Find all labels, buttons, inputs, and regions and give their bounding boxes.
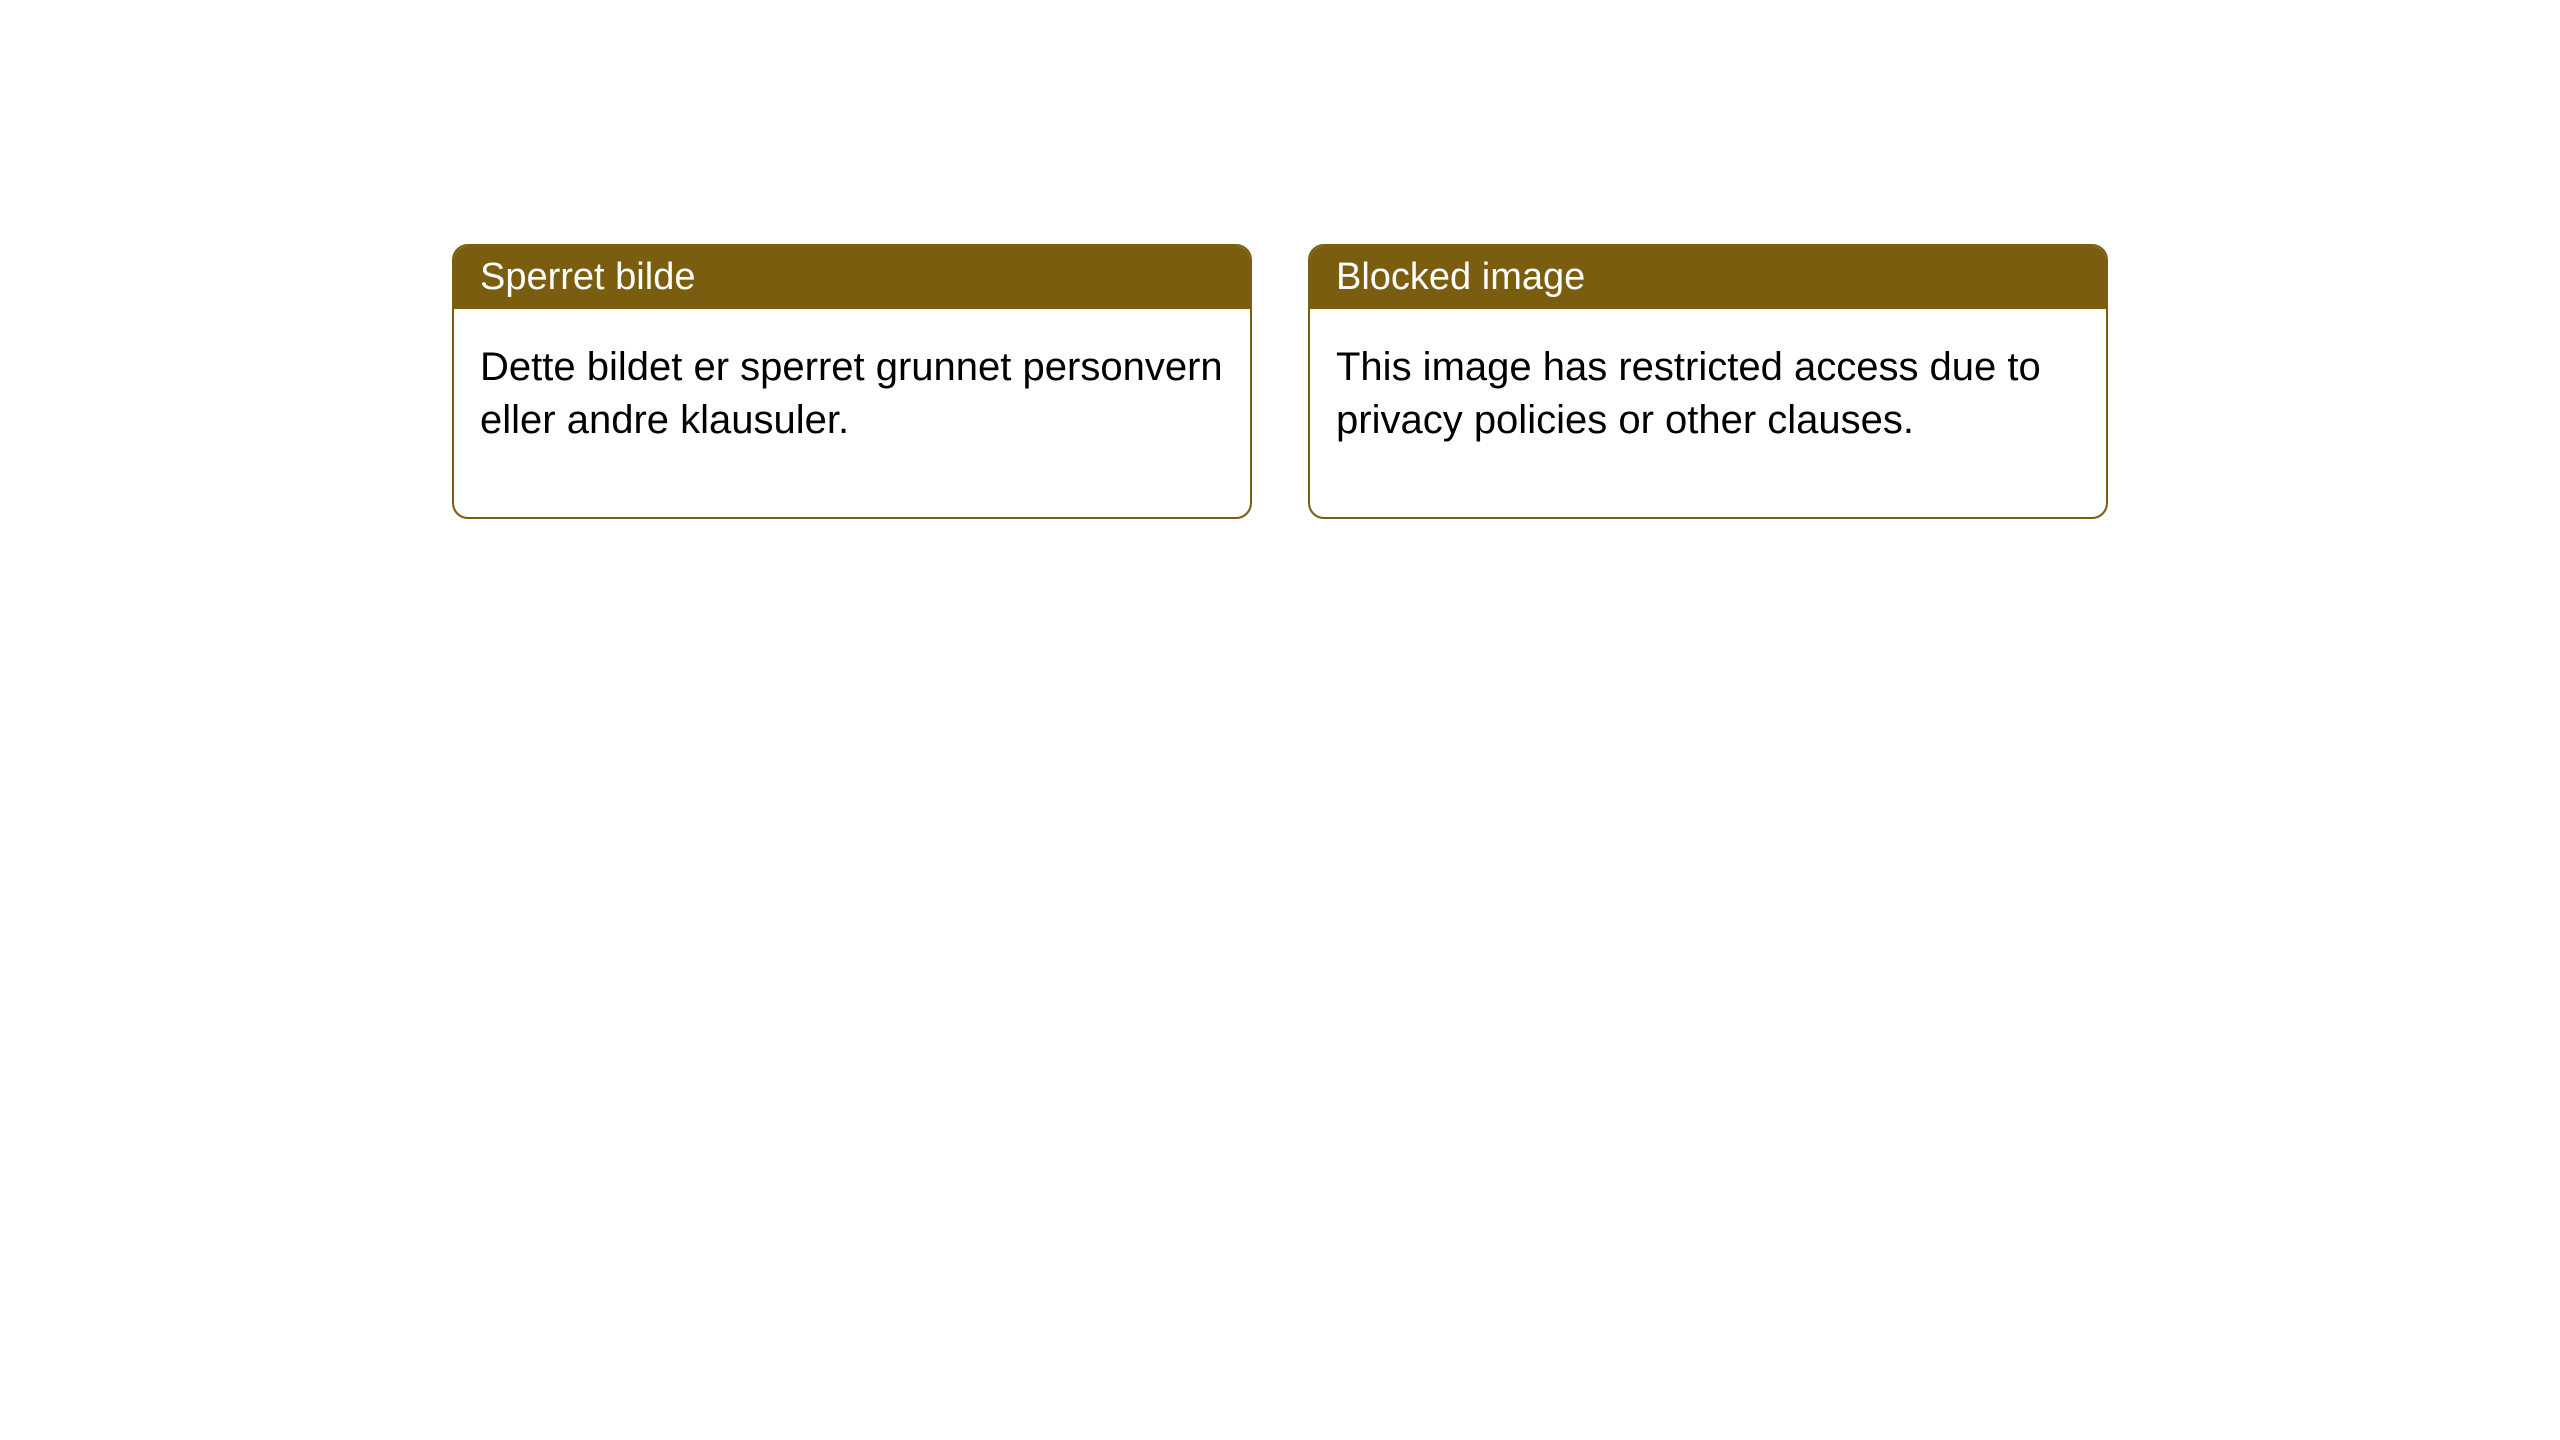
card-container: Sperret bilde Dette bildet er sperret gr… [452, 244, 2108, 519]
card-header-no: Sperret bilde [454, 246, 1250, 309]
card-header-en: Blocked image [1310, 246, 2106, 309]
card-title-no: Sperret bilde [480, 256, 695, 298]
card-body-en: This image has restricted access due to … [1310, 309, 2106, 517]
blocked-image-card-no: Sperret bilde Dette bildet er sperret gr… [452, 244, 1252, 519]
card-title-en: Blocked image [1336, 256, 1585, 298]
card-body-text-no: Dette bildet er sperret grunnet personve… [480, 345, 1223, 442]
card-body-text-en: This image has restricted access due to … [1336, 345, 2041, 442]
blocked-image-card-en: Blocked image This image has restricted … [1308, 244, 2108, 519]
card-body-no: Dette bildet er sperret grunnet personve… [454, 309, 1250, 517]
